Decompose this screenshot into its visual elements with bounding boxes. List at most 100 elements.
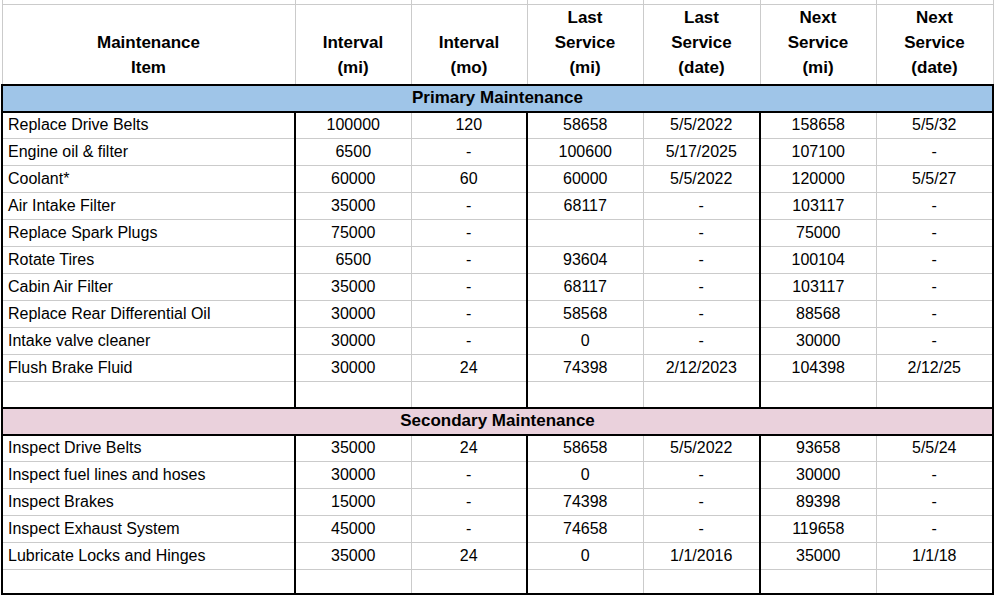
maintenance-item-cell[interactable]: Engine oil & filter <box>2 139 295 166</box>
value-cell[interactable]: 5/5/32 <box>876 112 993 139</box>
maintenance-item-cell[interactable] <box>2 382 295 408</box>
column-header[interactable]: Last Service (mi) <box>527 4 643 85</box>
value-cell[interactable]: 6500 <box>295 139 411 166</box>
value-cell[interactable]: 35000 <box>295 543 411 570</box>
value-cell[interactable] <box>643 570 760 594</box>
value-cell[interactable]: - <box>411 328 527 355</box>
value-cell[interactable]: - <box>876 301 993 328</box>
value-cell[interactable]: 5/5/2022 <box>643 112 760 139</box>
value-cell[interactable]: 0 <box>527 328 643 355</box>
value-cell[interactable]: 58658 <box>527 435 643 462</box>
value-cell[interactable]: 107100 <box>760 139 876 166</box>
column-header[interactable]: Last Service (date) <box>643 4 760 85</box>
value-cell[interactable]: - <box>876 139 993 166</box>
section-title[interactable]: Secondary Maintenance <box>2 408 993 435</box>
value-cell[interactable] <box>527 382 643 408</box>
value-cell[interactable]: 58658 <box>527 112 643 139</box>
maintenance-item-cell[interactable]: Replace Spark Plugs <box>2 220 295 247</box>
maintenance-item-cell[interactable]: Replace Rear Differential Oil <box>2 301 295 328</box>
value-cell[interactable]: 100600 <box>527 139 643 166</box>
maintenance-item-cell[interactable] <box>2 570 295 594</box>
value-cell[interactable]: 30000 <box>760 462 876 489</box>
value-cell[interactable]: 158658 <box>760 112 876 139</box>
value-cell[interactable]: 103117 <box>760 274 876 301</box>
value-cell[interactable]: 35000 <box>295 274 411 301</box>
value-cell[interactable]: - <box>643 462 760 489</box>
value-cell[interactable]: 30000 <box>295 328 411 355</box>
column-header[interactable]: Next Service (mi) <box>760 4 876 85</box>
column-header[interactable]: Interval (mi) <box>295 4 411 85</box>
value-cell[interactable]: 60000 <box>295 166 411 193</box>
maintenance-item-cell[interactable]: Lubricate Locks and Hinges <box>2 543 295 570</box>
value-cell[interactable]: - <box>876 489 993 516</box>
maintenance-item-cell[interactable]: Intake valve cleaner <box>2 328 295 355</box>
value-cell[interactable] <box>527 220 643 247</box>
value-cell[interactable] <box>527 570 643 594</box>
value-cell[interactable]: 35000 <box>295 193 411 220</box>
value-cell[interactable]: 1/1/2016 <box>643 543 760 570</box>
value-cell[interactable]: - <box>411 220 527 247</box>
value-cell[interactable]: 35000 <box>295 435 411 462</box>
value-cell[interactable]: 74658 <box>527 516 643 543</box>
value-cell[interactable]: 74398 <box>527 489 643 516</box>
value-cell[interactable]: - <box>643 193 760 220</box>
value-cell[interactable] <box>876 570 993 594</box>
maintenance-item-cell[interactable]: Inspect Drive Belts <box>2 435 295 462</box>
value-cell[interactable]: 75000 <box>760 220 876 247</box>
value-cell[interactable]: 5/5/2022 <box>643 435 760 462</box>
value-cell[interactable]: - <box>876 193 993 220</box>
value-cell[interactable] <box>760 570 876 594</box>
value-cell[interactable]: - <box>643 274 760 301</box>
value-cell[interactable]: - <box>411 301 527 328</box>
value-cell[interactable]: 5/5/27 <box>876 166 993 193</box>
value-cell[interactable]: 100104 <box>760 247 876 274</box>
value-cell[interactable]: 119658 <box>760 516 876 543</box>
value-cell[interactable]: 0 <box>527 462 643 489</box>
value-cell[interactable]: 24 <box>411 355 527 382</box>
section-title[interactable]: Primary Maintenance <box>2 85 993 112</box>
column-header[interactable]: Next Service (date) <box>876 4 993 85</box>
value-cell[interactable]: 45000 <box>295 516 411 543</box>
value-cell[interactable]: 60000 <box>527 166 643 193</box>
value-cell[interactable]: 24 <box>411 543 527 570</box>
value-cell[interactable]: 0 <box>527 543 643 570</box>
value-cell[interactable]: - <box>411 193 527 220</box>
value-cell[interactable]: - <box>411 274 527 301</box>
value-cell[interactable]: - <box>876 328 993 355</box>
value-cell[interactable]: - <box>643 247 760 274</box>
maintenance-item-cell[interactable]: Coolant* <box>2 166 295 193</box>
value-cell[interactable]: 5/5/2022 <box>643 166 760 193</box>
value-cell[interactable]: - <box>876 516 993 543</box>
value-cell[interactable]: 58568 <box>527 301 643 328</box>
value-cell[interactable]: 24 <box>411 435 527 462</box>
value-cell[interactable] <box>876 382 993 408</box>
maintenance-item-cell[interactable]: Inspect Brakes <box>2 489 295 516</box>
value-cell[interactable]: - <box>411 247 527 274</box>
value-cell[interactable]: 88568 <box>760 301 876 328</box>
value-cell[interactable] <box>411 570 527 594</box>
value-cell[interactable]: 93658 <box>760 435 876 462</box>
value-cell[interactable] <box>643 382 760 408</box>
value-cell[interactable]: - <box>876 247 993 274</box>
column-header[interactable]: Interval (mo) <box>411 4 527 85</box>
value-cell[interactable]: - <box>643 516 760 543</box>
value-cell[interactable]: 6500 <box>295 247 411 274</box>
value-cell[interactable]: - <box>411 462 527 489</box>
maintenance-item-cell[interactable]: Inspect Exhaust System <box>2 516 295 543</box>
value-cell[interactable]: 89398 <box>760 489 876 516</box>
value-cell[interactable]: 30000 <box>295 355 411 382</box>
value-cell[interactable]: - <box>876 274 993 301</box>
value-cell[interactable]: - <box>411 489 527 516</box>
value-cell[interactable]: 104398 <box>760 355 876 382</box>
value-cell[interactable]: 93604 <box>527 247 643 274</box>
maintenance-item-cell[interactable]: Inspect fuel lines and hoses <box>2 462 295 489</box>
value-cell[interactable]: - <box>411 516 527 543</box>
value-cell[interactable] <box>411 382 527 408</box>
value-cell[interactable]: 5/17/2025 <box>643 139 760 166</box>
value-cell[interactable]: - <box>643 301 760 328</box>
value-cell[interactable]: 100000 <box>295 112 411 139</box>
maintenance-item-cell[interactable]: Cabin Air Filter <box>2 274 295 301</box>
value-cell[interactable]: 74398 <box>527 355 643 382</box>
value-cell[interactable]: 75000 <box>295 220 411 247</box>
value-cell[interactable] <box>760 382 876 408</box>
